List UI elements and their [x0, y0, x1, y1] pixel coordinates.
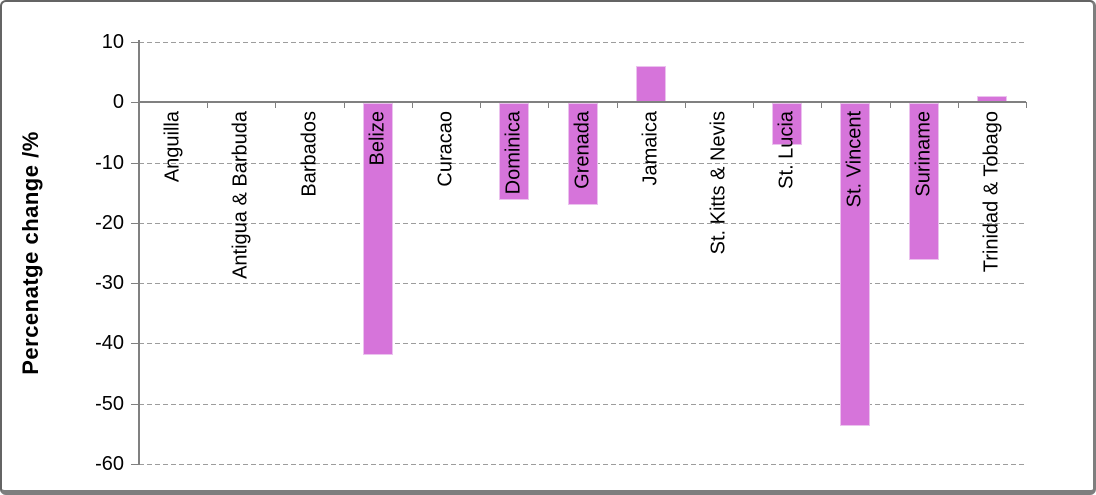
category-label-belize: Belize — [366, 111, 389, 166]
category-label-st-lucia: St. Lucia — [775, 111, 798, 190]
bar-grenada — [567, 103, 598, 205]
gridline--20 — [139, 222, 1026, 224]
y-axis-title: Percenatge change /% — [18, 131, 43, 375]
category-label-suriname: Suriname — [912, 111, 935, 197]
x-tick-mark — [821, 102, 823, 109]
x-tick-mark — [684, 102, 686, 109]
bar-belize — [362, 103, 393, 356]
category-label-st-vincent: St. Vincent — [843, 111, 866, 208]
x-axis-line — [139, 101, 1026, 104]
x-tick-mark — [616, 102, 618, 109]
gridline-10 — [139, 42, 1026, 43]
x-tick-mark — [480, 102, 482, 109]
y-tick-mark — [131, 343, 139, 345]
gridline--50 — [139, 403, 1026, 405]
y-tick-mark — [131, 464, 139, 465]
y-tick-mark — [131, 162, 139, 164]
bar-jamaica — [635, 66, 666, 103]
x-tick-mark — [753, 102, 755, 109]
category-label-curacao: Curacao — [434, 111, 457, 187]
category-label-st-kitts-and-nevis: St. Kitts & Nevis — [707, 111, 730, 255]
category-label-grenada: Grenada — [571, 111, 593, 190]
y-tick-mark — [131, 283, 139, 285]
category-label-barbados: Barbados — [298, 111, 321, 197]
y-tick-label: -30 — [95, 272, 124, 295]
y-tick-label: 0 — [112, 91, 124, 114]
gridline--60 — [139, 464, 1026, 465]
y-tick-label: -40 — [95, 332, 124, 355]
category-label-anguilla: Anguilla — [161, 111, 184, 183]
category-label-trinidad-and-tobago: Trinidad & Tobago — [980, 111, 1003, 273]
y-tick-label: -60 — [95, 453, 124, 475]
x-tick-mark — [275, 102, 277, 109]
category-label-jamaica: Jamaica — [639, 111, 662, 186]
x-tick-mark — [957, 102, 959, 109]
category-label-dominica: Dominica — [502, 111, 525, 195]
x-tick-mark — [207, 102, 209, 109]
bar-suriname — [908, 103, 939, 261]
y-tick-label: -20 — [95, 211, 124, 234]
x-tick-mark — [343, 102, 345, 109]
y-tick-mark — [131, 403, 139, 405]
bar-st-vincent — [840, 103, 871, 426]
x-tick-mark — [548, 102, 550, 109]
gridline--30 — [139, 283, 1026, 285]
x-tick-mark — [411, 102, 413, 109]
gridline--40 — [139, 343, 1026, 345]
y-tick-label: 10 — [101, 31, 124, 53]
y-tick-mark — [131, 222, 139, 224]
y-tick-label: -50 — [95, 392, 124, 415]
bar-st-lucia — [772, 103, 803, 146]
x-tick-mark — [889, 102, 891, 109]
category-label-antigua-and-barbuda: Antigua & Barbuda — [229, 111, 252, 280]
y-tick-label: -10 — [95, 151, 124, 174]
y-tick-mark — [131, 102, 139, 104]
y-axis-line — [138, 40, 140, 465]
x-tick-mark — [139, 102, 140, 109]
x-tick-mark — [1026, 102, 1027, 109]
bar-dominica — [499, 103, 530, 200]
y-tick-mark — [131, 42, 139, 43]
